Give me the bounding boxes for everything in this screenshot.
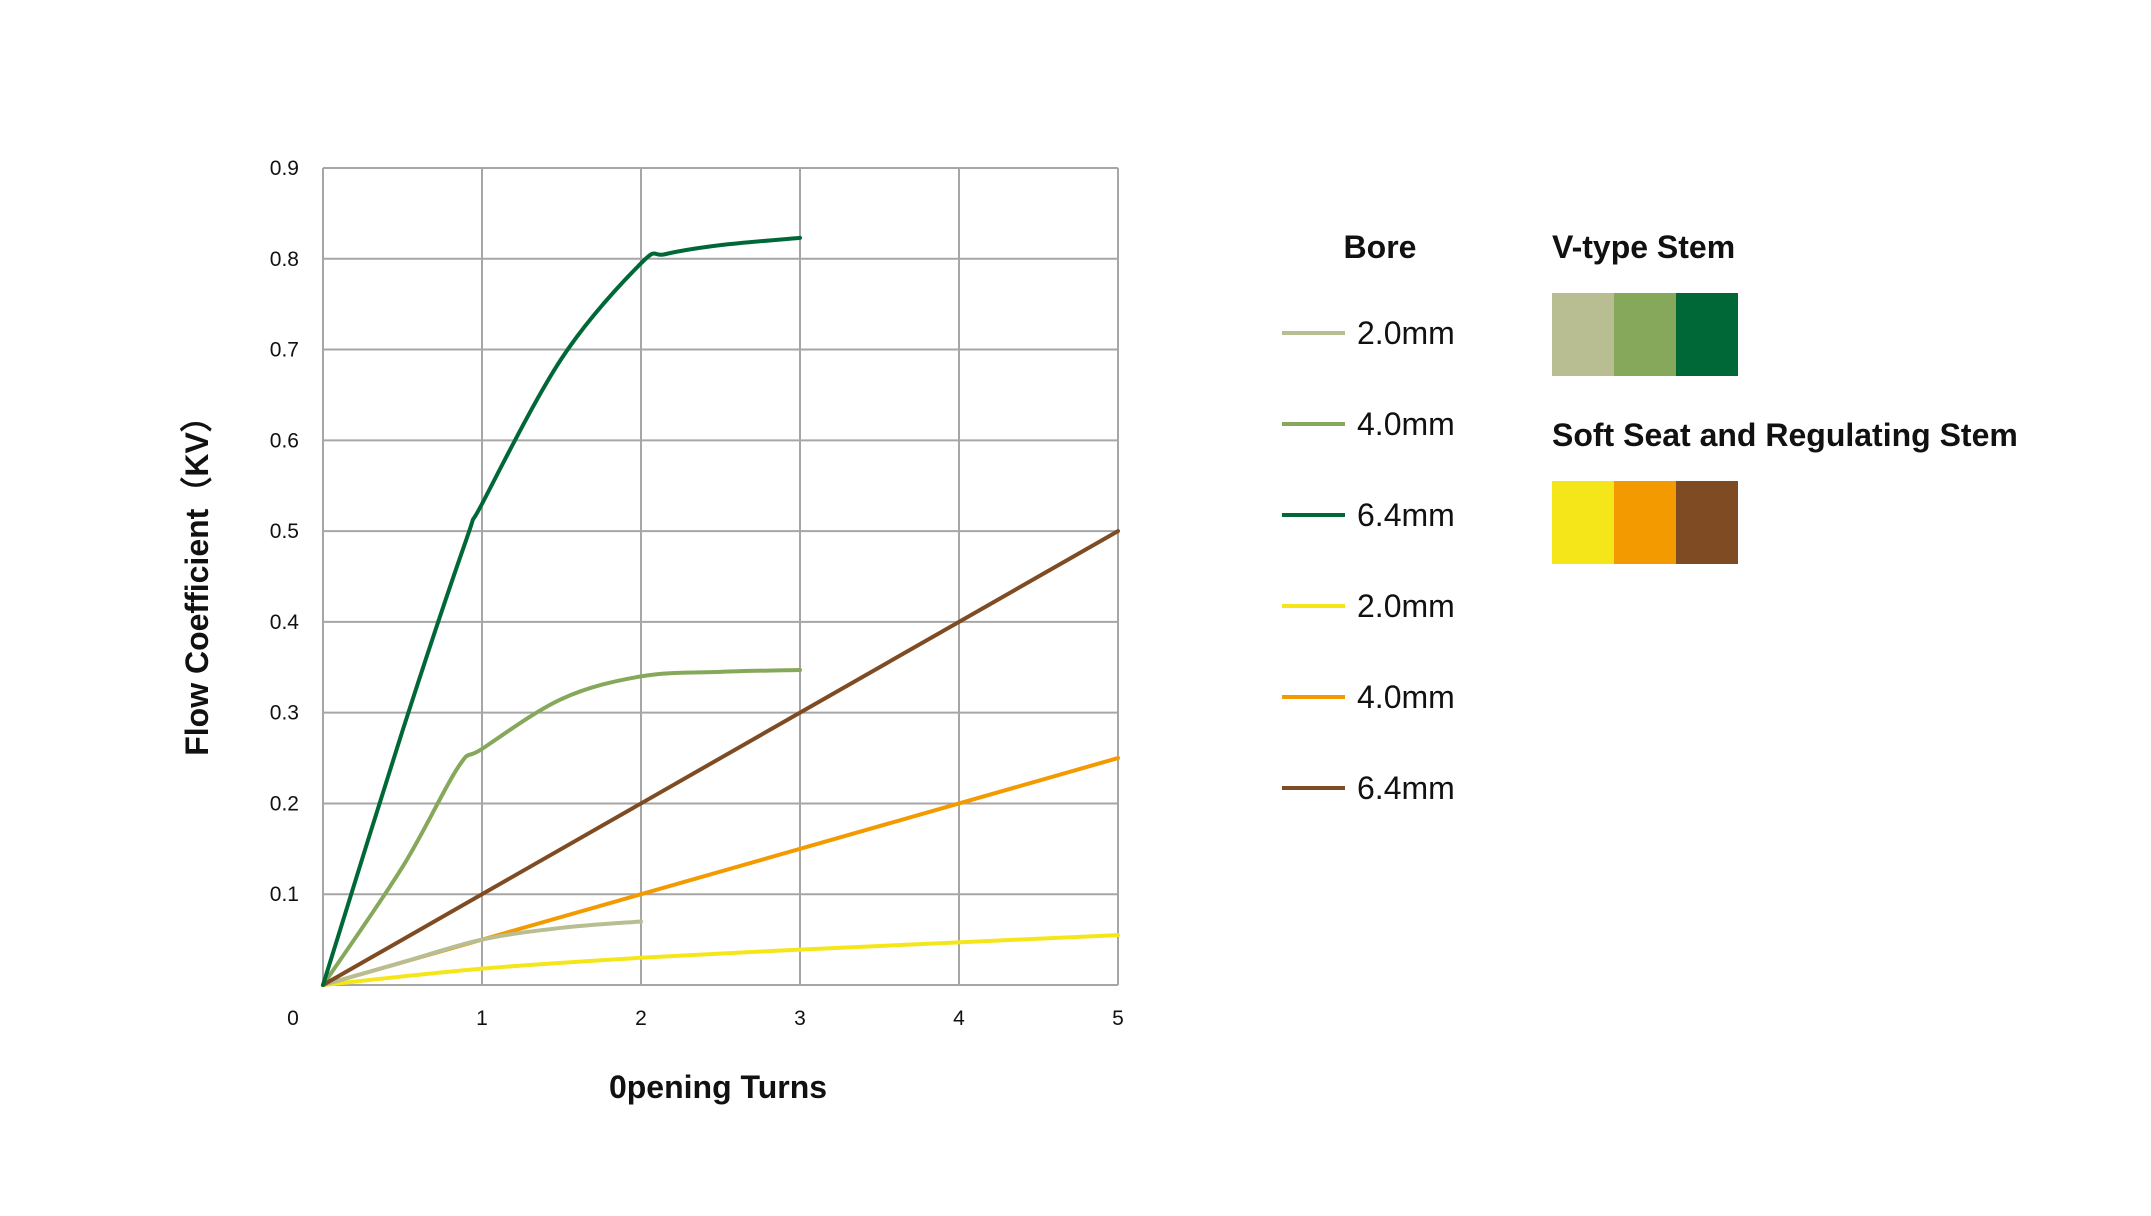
x-tick-label: 3 — [794, 1007, 806, 1030]
y-tick-label: 0.5 — [270, 520, 299, 543]
x-axis-title: 0pening Turns — [609, 1069, 827, 1105]
group-color-swatch — [1676, 481, 1738, 564]
x-tick-label: 4 — [953, 1007, 965, 1030]
x-tick-label: 0 — [287, 1007, 299, 1030]
y-tick-label: 0.3 — [270, 702, 299, 725]
stem-type-key: V-type Stem Soft Seat and Regulating Stem — [1552, 229, 2018, 564]
series-lines — [321, 235, 1120, 987]
y-tick-label: 0.4 — [270, 611, 300, 634]
series-line-3 — [321, 933, 1120, 987]
grid — [322, 167, 1119, 986]
y-tick-label: 0.2 — [270, 792, 299, 815]
y-axis-title: Flow Coefficient（KV） — [179, 400, 215, 756]
x-tick-labels: 0 1 2 3 4 5 — [287, 1007, 1124, 1030]
y-tick-label: 0.1 — [270, 883, 299, 906]
series-line-5 — [321, 529, 1120, 987]
group-title: V-type Stem — [1552, 229, 1735, 265]
group-color-swatch — [1552, 293, 1614, 376]
series-line-2 — [321, 235, 802, 987]
legend-label: 2.0mm — [1357, 588, 1455, 624]
legend-title: Bore — [1344, 229, 1417, 265]
series-line-1 — [321, 668, 802, 987]
group-color-swatch — [1614, 481, 1676, 564]
y-tick-labels: 0.1 0.2 0.3 0.4 0.5 0.6 0.7 0.8 0.9 — [270, 157, 300, 906]
group-title: Soft Seat and Regulating Stem — [1552, 417, 2018, 453]
x-tick-label: 1 — [476, 1007, 488, 1030]
group-color-swatch — [1676, 293, 1738, 376]
x-tick-label: 2 — [635, 1007, 647, 1030]
legend-label: 4.0mm — [1357, 406, 1455, 442]
series-line-0 — [321, 919, 643, 987]
bore-legend: Bore 2.0mm 4.0mm 6.4mm 2.0mm 4.0mm 6.4mm — [1282, 229, 1455, 806]
y-tick-label: 0.7 — [270, 339, 299, 362]
legend-label: 2.0mm — [1357, 315, 1455, 351]
legend-label: 6.4mm — [1357, 770, 1455, 806]
y-tick-label: 0.9 — [270, 157, 299, 180]
legend-label: 4.0mm — [1357, 679, 1455, 715]
group-color-swatch — [1552, 481, 1614, 564]
x-tick-label: 5 — [1112, 1007, 1124, 1030]
y-tick-label: 0.6 — [270, 429, 299, 452]
legend-label: 6.4mm — [1357, 497, 1455, 533]
group-color-swatch — [1614, 293, 1676, 376]
y-tick-label: 0.8 — [270, 248, 299, 271]
